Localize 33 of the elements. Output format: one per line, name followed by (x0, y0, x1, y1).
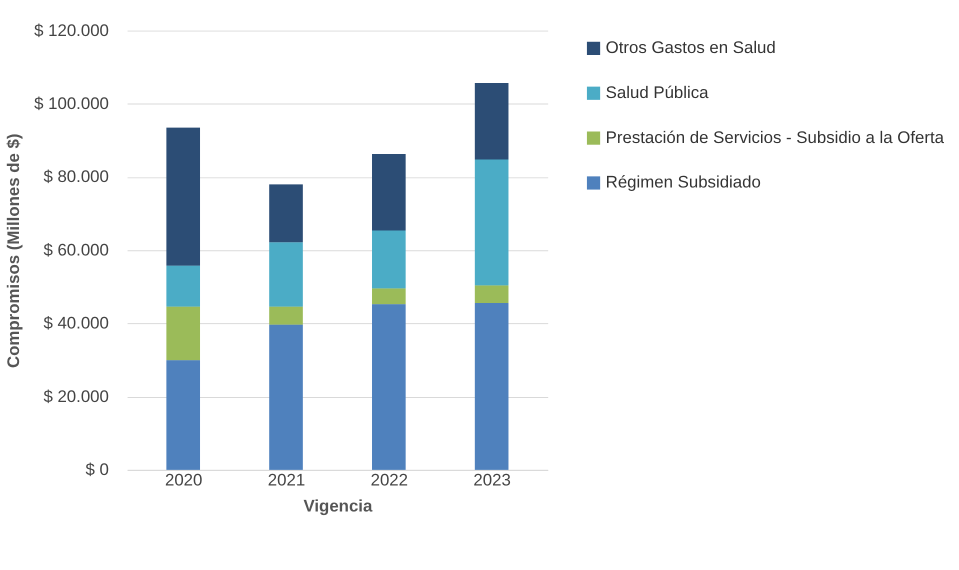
bar (372, 304, 406, 470)
y-tick-label: $ 20.000 (43, 386, 109, 406)
x-tick-label: 2023 (473, 470, 511, 490)
y-tick-label: $ 40.000 (43, 314, 109, 333)
bar (166, 128, 200, 266)
bar (269, 306, 303, 325)
y-tick-label: $ 100.000 (34, 94, 109, 113)
bar (269, 242, 303, 307)
bar (474, 285, 508, 303)
y-tick-label: $ 60.000 (43, 240, 109, 260)
bar (474, 82, 508, 160)
legend-label: Salud Pública (606, 82, 710, 102)
bar (474, 302, 508, 470)
bar (372, 154, 406, 231)
legend-label: Prestación de Servicios - Subsidio a la Oferta (606, 128, 945, 147)
bar (166, 306, 200, 360)
bar (166, 360, 200, 470)
x-tick-label: 2022 (370, 470, 408, 490)
x-tick-label: 2020 (164, 470, 202, 490)
bar (269, 184, 303, 242)
bar (372, 288, 406, 304)
legend-label: Otros Gastos en Salud (606, 38, 776, 58)
y-tick-label: $ 120.000 (34, 20, 109, 40)
bar (269, 324, 303, 470)
y-tick-label: $ 0 (86, 460, 109, 480)
y-tick-label: $ 80.000 (43, 167, 109, 186)
y-axis-title: Compromisos (Millones de $) (4, 134, 24, 368)
x-tick-label: 2021 (268, 470, 306, 490)
bar (166, 266, 200, 307)
bar (474, 159, 508, 286)
bar (372, 230, 406, 288)
legend-label: Régimen Subsidiado (606, 172, 761, 192)
x-axis-title: Vigencia (303, 496, 373, 516)
